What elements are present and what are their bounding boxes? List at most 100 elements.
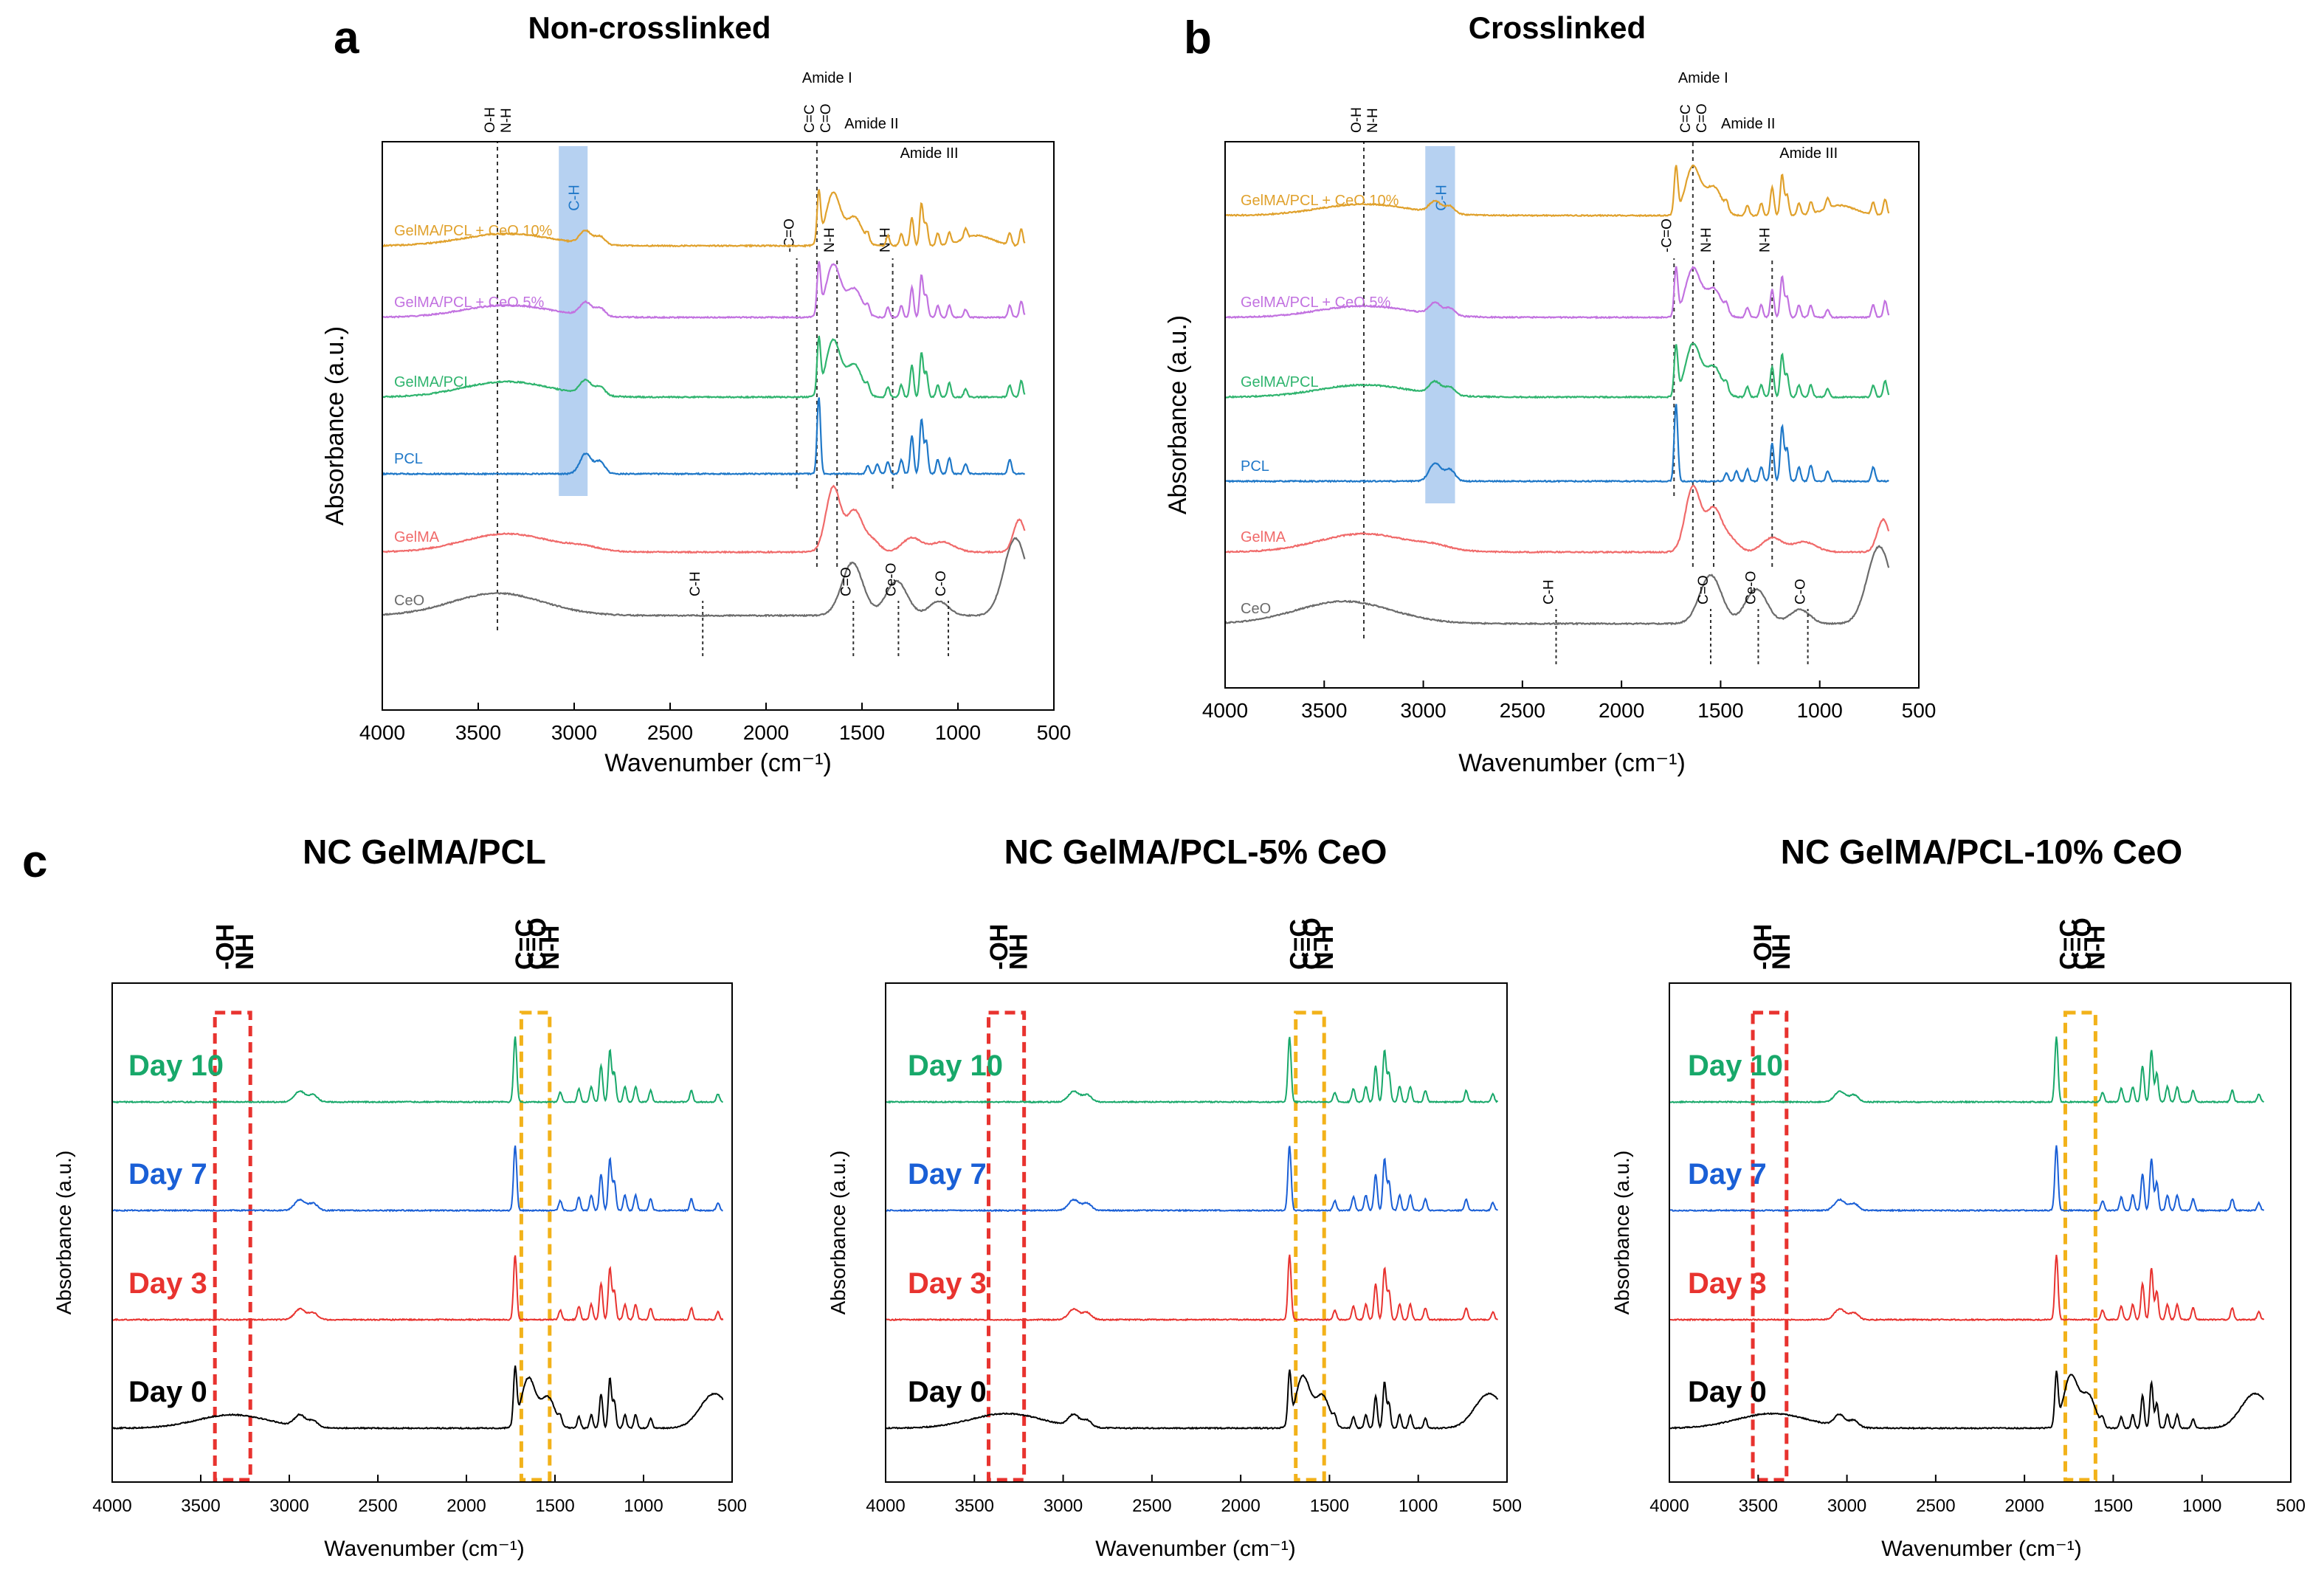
ceo-mark-label-2: Ce-O: [883, 563, 899, 596]
y-axis-label: Absorbance (a.u.): [1164, 315, 1192, 514]
box-label-1-2: N-H: [537, 926, 565, 970]
x-tick-label-0: 4000: [866, 1496, 905, 1516]
series-label-5: GelMA/PCL + CeO 10%: [394, 223, 553, 239]
ceo-mark-label-0: C-H: [688, 571, 703, 596]
panel-title-c1: NC GelMA/PCL: [303, 833, 546, 871]
x-tick-label-5: 1500: [839, 721, 885, 744]
ceo-mark-label-3: C-O: [1793, 579, 1809, 604]
x-tick-label-4: 2000: [2004, 1496, 2044, 1516]
x-tick-label-6: 1000: [1399, 1496, 1438, 1516]
ceo-mark-label-0: C-H: [1542, 579, 1557, 604]
series-line-ceo: [1224, 545, 1890, 626]
ceo-mark-label-2: Ce-O: [1743, 571, 1759, 604]
x-tick-label-4: 2000: [446, 1496, 486, 1516]
series-label-1: GelMA: [394, 529, 440, 545]
panel-title-b: Crosslinked: [1469, 10, 1646, 45]
x-tick-label-6: 1000: [624, 1496, 663, 1516]
axes-frame: [111, 982, 733, 1483]
x-tick-label-3: 2500: [1500, 699, 1545, 722]
x-tick-label-2: 3000: [551, 721, 597, 744]
box-label-0-0: -OH: [985, 924, 1013, 970]
series-label-3: Day 10: [908, 1050, 1003, 1082]
x-tick-label-2: 3000: [1827, 1496, 1866, 1516]
x-tick-label-2: 3000: [269, 1496, 308, 1516]
x-tick-label-6: 1000: [935, 721, 981, 744]
x-axis-label: Wavenumber (cm⁻¹): [604, 749, 832, 777]
panel-letter-a: a: [334, 13, 359, 63]
x-tick-label-5: 1500: [535, 1496, 574, 1516]
axes-frame: [1669, 982, 2292, 1483]
series-label-3: GelMA/PCL: [394, 374, 472, 390]
axes-frame: [382, 141, 1055, 711]
x-tick-label-6: 1000: [2182, 1496, 2221, 1516]
dashed-box-1: [519, 1010, 552, 1482]
series-label-4: GelMA/PCL + CeO 5%: [394, 294, 544, 311]
y-axis-label: Absorbance (a.u.): [1610, 1151, 1633, 1315]
box-label-1-1: C=O: [524, 917, 552, 970]
box-label-0-1: NH: [1004, 934, 1032, 970]
series-line-day-0: [1669, 1370, 2265, 1430]
y-axis-label: Absorbance (a.u.): [52, 1151, 75, 1315]
box-label-1-0: C=C: [2055, 919, 2083, 970]
axes-frame: [885, 982, 1508, 1483]
x-tick-label-0: 4000: [1649, 1496, 1689, 1516]
x-tick-label-1: 3500: [1301, 699, 1347, 722]
assign-label-2-0: C=C: [1678, 104, 1694, 133]
assign-label-0-1: N-H: [1365, 108, 1381, 133]
series-line-day-10: [111, 1036, 724, 1104]
series-line-ceo: [382, 537, 1026, 618]
box-label-1-2: N-H: [1311, 926, 1339, 970]
dashed-box-0: [987, 1010, 1027, 1482]
ceo-mark-label-1: C=O: [838, 567, 854, 596]
series-label-0: CeO: [1241, 601, 1271, 617]
series-label-1: GelMA: [1241, 529, 1286, 545]
dashed-box-0: [213, 1010, 252, 1482]
assign-label-2-1: C=O: [1694, 103, 1710, 133]
panel-letter-c: c: [22, 836, 47, 887]
x-tick-label-2: 3000: [1400, 699, 1446, 722]
box-label-1-0: C=C: [511, 919, 539, 970]
dashed-box-1: [1294, 1010, 1326, 1482]
panel-letter-b: b: [1184, 13, 1212, 63]
x-tick-label-0: 4000: [359, 721, 405, 744]
x-tick-label-3: 2500: [358, 1496, 397, 1516]
series-label-3: Day 10: [1688, 1050, 1783, 1082]
series-line-day-0: [886, 1369, 1499, 1430]
series-line-day-3: [1669, 1254, 2265, 1322]
x-tick-label-0: 4000: [92, 1496, 131, 1516]
axes-frame: [1224, 141, 1920, 689]
ceo-mark-label-1: C=O: [1696, 575, 1711, 604]
x-tick-label-1: 3500: [1739, 1496, 1778, 1516]
panel-title-c2: NC GelMA/PCL-5% CeO: [1004, 833, 1387, 871]
box-label-0-0: -OH: [1749, 924, 1777, 970]
series-line-pcl: [1225, 404, 1889, 483]
band-label-ch: C-H: [567, 185, 583, 211]
assign-label-1-0: -C=O: [1659, 218, 1675, 252]
series-label-1: Day 3: [908, 1267, 987, 1300]
x-tick-label-4: 2000: [1221, 1496, 1260, 1516]
series-line-day-10: [886, 1036, 1499, 1104]
x-tick-label-2: 3000: [1044, 1496, 1083, 1516]
assign-label-3-0: N-H: [1699, 227, 1714, 252]
series-line-pcl: [382, 397, 1026, 476]
x-tick-label-4: 2000: [743, 721, 789, 744]
x-tick-label-0: 4000: [1202, 699, 1248, 722]
x-tick-label-6: 1000: [1797, 699, 1843, 722]
series-line-day-3: [885, 1254, 1498, 1322]
x-tick-label-1: 3500: [955, 1496, 994, 1516]
series-line-day-10: [1669, 1036, 2265, 1104]
x-tick-label-7: 500: [1902, 699, 1937, 722]
x-tick-label-1: 3500: [455, 721, 501, 744]
assign-label-2-0: C=C: [802, 104, 818, 133]
series-label-2: Day 7: [1688, 1158, 1767, 1191]
x-tick-label-7: 500: [1492, 1496, 1522, 1516]
x-tick-label-3: 2500: [1132, 1496, 1171, 1516]
highlight-band: [559, 146, 588, 496]
series-label-0: CeO: [394, 593, 424, 609]
assign-group-3: Amide II: [844, 116, 898, 132]
